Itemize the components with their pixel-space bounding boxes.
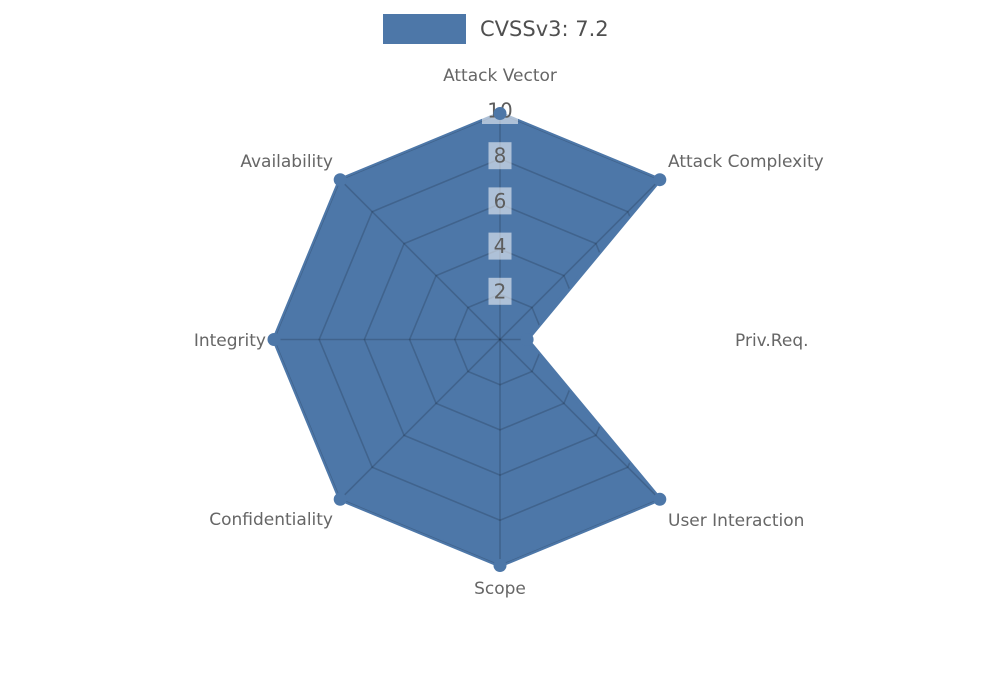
vertex-marker	[653, 173, 667, 187]
axis-label-integrity: Integrity	[194, 331, 266, 351]
grid-spoke	[499, 179, 660, 341]
axis-label-user-interaction: User Interaction	[668, 511, 804, 531]
axis-label-priv-req: Priv.Req.	[735, 331, 809, 351]
tick-label: 6	[494, 189, 507, 213]
tick-label-box	[488, 187, 512, 215]
grid-ring	[453, 293, 547, 386]
legend-label: CVSSv3: 7.2	[480, 17, 609, 41]
vertex-marker	[493, 559, 507, 572]
vertex-marker	[653, 492, 667, 506]
grid-spoke	[339, 338, 501, 500]
vertex-marker	[493, 107, 507, 120]
legend-swatch	[383, 14, 466, 44]
tick-label-box	[488, 232, 512, 260]
axis-label-attack-vector: Attack Vector	[443, 66, 557, 86]
vertex-marker	[333, 173, 347, 187]
tick-label-box	[488, 142, 512, 170]
vertex-marker	[267, 333, 281, 346]
grid-spoke	[339, 179, 501, 341]
vertex-marker	[520, 333, 534, 346]
tick-label-box	[488, 277, 512, 305]
axis-label-scope: Scope	[474, 579, 526, 599]
axis-label-confidentiality: Confidentiality	[209, 510, 333, 530]
tick-label: 8	[494, 144, 507, 168]
axis-label-availability: Availability	[240, 152, 333, 172]
tick-label: 4	[494, 234, 507, 258]
grid-spoke	[499, 338, 660, 500]
legend-item[interactable]: CVSSv3: 7.2	[383, 14, 609, 44]
axis-label-attack-complexity: Attack Complexity	[668, 152, 824, 172]
vertex-marker	[333, 492, 347, 506]
tick-label: 2	[494, 279, 507, 303]
